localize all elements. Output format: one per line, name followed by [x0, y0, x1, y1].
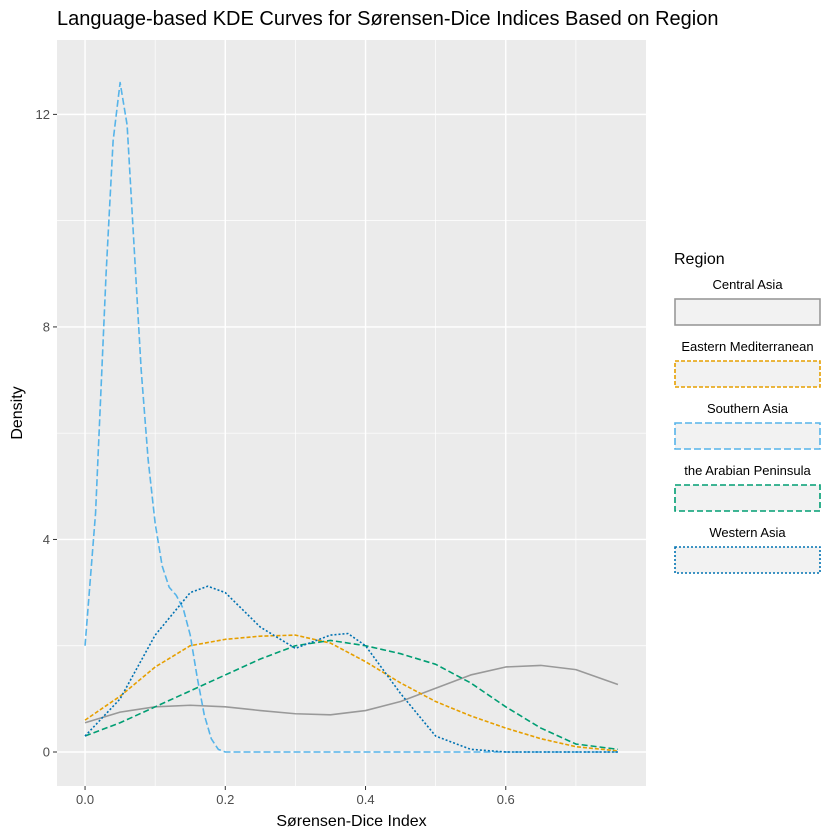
legend-label: the Arabian Peninsula: [684, 463, 811, 478]
chart-title: Language-based KDE Curves for Sørensen-D…: [57, 8, 718, 30]
series-line-eastern-mediterranean: [84, 634, 619, 752]
minor-gridlines: [57, 40, 646, 786]
y-tick-label: 4: [43, 532, 50, 547]
legend-key: [674, 422, 821, 450]
y-tick-label: 8: [43, 319, 50, 334]
legend-key: [674, 546, 821, 574]
x-tick-label: 0.4: [356, 792, 374, 807]
x-axis-title: Sørensen-Dice Index: [276, 813, 426, 830]
plot-panel: [57, 40, 646, 786]
x-axis: 0.0 0.2 0.4 0.6: [76, 786, 515, 807]
legend-label: Eastern Mediterranean: [681, 339, 813, 354]
x-tick-label: 0.6: [497, 792, 515, 807]
y-axis-title: Density: [9, 386, 26, 439]
legend-label: Southern Asia: [707, 401, 789, 416]
series-lines: [84, 81, 619, 753]
series-line-central-asia: [84, 664, 619, 724]
legend-label: Western Asia: [709, 525, 786, 540]
y-axis: 0 4 8 12: [36, 107, 57, 759]
legend-key: [674, 298, 821, 326]
legend-label: Central Asia: [712, 277, 783, 292]
major-gridlines: [57, 40, 646, 786]
series-line-the-arabian-peninsula: [84, 639, 619, 751]
y-tick-label: 0: [43, 744, 50, 759]
y-tick-label: 12: [36, 107, 50, 122]
legend: Region Central Asia Eastern Mediterranean…: [674, 251, 821, 574]
legend-title: Region: [674, 251, 725, 268]
legend-key: [674, 484, 821, 512]
x-tick-label: 0.2: [216, 792, 234, 807]
x-tick-label: 0.0: [76, 792, 94, 807]
legend-key: [674, 360, 821, 388]
series-line-western-asia: [84, 585, 618, 753]
